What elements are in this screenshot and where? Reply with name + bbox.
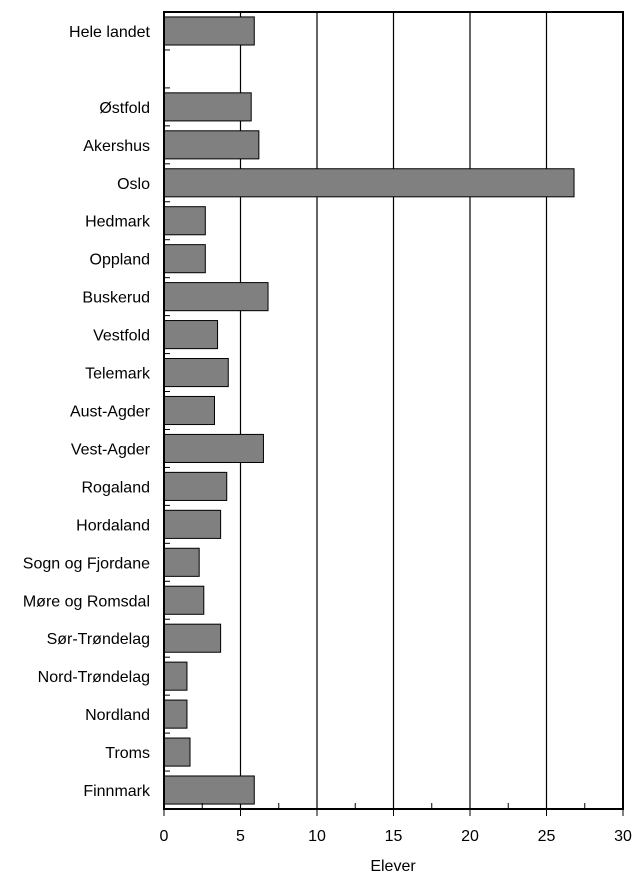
category-label: Sør-Trøndelag (47, 631, 150, 648)
bar-hele-landet (163, 16, 255, 46)
bar-oppland (163, 244, 206, 274)
category-label: Vest-Agder (71, 441, 151, 458)
x-tick-label: 5 (236, 828, 245, 845)
category-label: Oppland (90, 252, 151, 269)
bar-hordaland (163, 509, 222, 539)
category-label: Oslo (117, 176, 150, 193)
category-label: Akershus (83, 138, 150, 155)
category-label: Sogn og Fjordane (23, 555, 150, 572)
bar-sør-trøndelag (163, 623, 222, 653)
axis-ticks (163, 11, 624, 816)
bar-aust-agder (163, 395, 215, 426)
bar-buskerud (163, 282, 269, 312)
bar-vest-agder (163, 433, 264, 463)
category-label: Nordland (85, 707, 150, 724)
category-label: Aust-Agder (70, 404, 151, 421)
bars (163, 16, 575, 805)
category-label: Rogaland (82, 479, 151, 496)
bar-telemark (163, 358, 229, 388)
category-label: Hele landet (69, 24, 151, 41)
bar-vestfold (163, 320, 219, 350)
category-label: Møre og Romsdal (23, 593, 150, 610)
category-label: Østfold (99, 100, 150, 117)
x-tick-label: 25 (538, 828, 556, 845)
bar-akershus (163, 130, 260, 160)
bar-finnmark (163, 775, 255, 805)
category-labels: Hele landet Østfold Akershus Oslo Hedmark Opp… (23, 24, 151, 800)
x-tick-label: 30 (614, 828, 632, 845)
bar-sogn-og-fjordane (163, 547, 200, 577)
bar-møre-og-romsdal (163, 585, 205, 615)
category-label: Vestfold (93, 328, 150, 345)
x-tick-label: 0 (160, 828, 169, 845)
category-label: Hedmark (85, 214, 151, 231)
bar-troms (163, 737, 191, 767)
bar-rogaland (163, 471, 228, 501)
x-axis-title: Elever (370, 858, 416, 875)
bar-hedmark (163, 206, 206, 236)
x-tick-label: 20 (461, 828, 479, 845)
bar-nord-trøndelag (163, 661, 188, 691)
category-label: Finnmark (83, 783, 151, 800)
category-label: Troms (105, 745, 150, 762)
bar-østfold (163, 92, 252, 122)
category-label: Hordaland (76, 517, 150, 534)
x-tick-labels: 0 5 10 15 20 25 30 (160, 828, 632, 845)
x-tick-label: 10 (308, 828, 326, 845)
gridlines (239, 12, 548, 809)
x-tick-label: 15 (385, 828, 403, 845)
category-label: Nord-Trøndelag (38, 669, 150, 686)
bar-oslo (163, 168, 575, 198)
category-label: Buskerud (82, 290, 150, 307)
bar-nordland (163, 699, 188, 729)
category-label: Telemark (85, 366, 151, 383)
